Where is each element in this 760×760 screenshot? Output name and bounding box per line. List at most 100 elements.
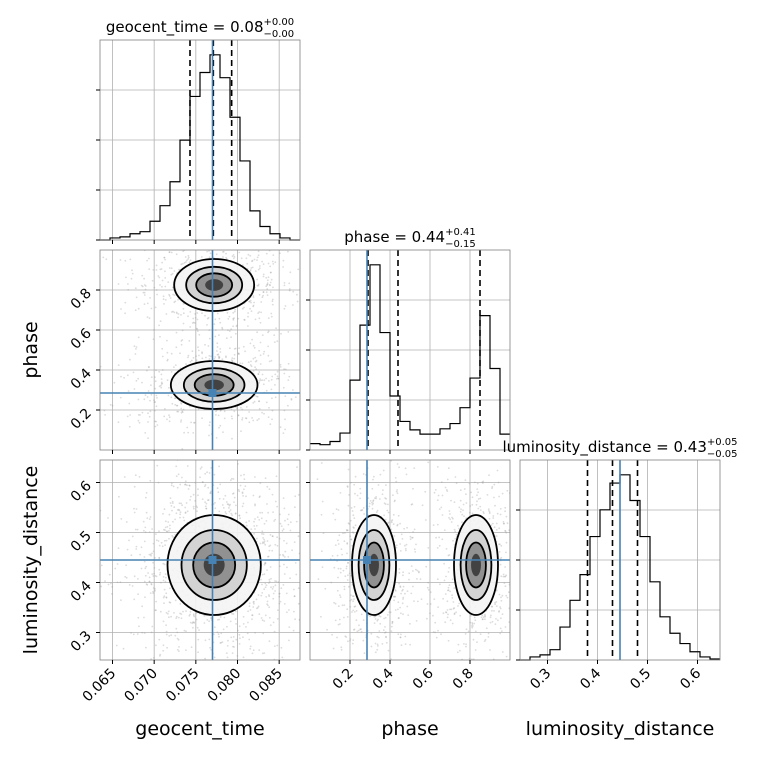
scatter-point [501, 594, 504, 597]
scatter-point [258, 613, 261, 615]
scatter-point [260, 617, 263, 619]
scatter-point [181, 504, 184, 507]
scatter-point [203, 622, 206, 624]
scatter-point [482, 618, 484, 621]
scatter-point [253, 602, 255, 605]
scatter-point [293, 610, 295, 613]
scatter-point [332, 647, 335, 650]
scatter-point [170, 352, 173, 355]
scatter-point [111, 531, 114, 534]
scatter-point [164, 580, 167, 583]
scatter-point [504, 626, 507, 628]
scatter-point [284, 305, 287, 307]
scatter-point [276, 370, 279, 373]
scatter-point [402, 571, 404, 574]
scatter-point [233, 496, 236, 499]
scatter-point [162, 576, 165, 578]
scatter-point [242, 623, 245, 625]
scatter-point [168, 414, 170, 417]
scatter-point [198, 354, 200, 357]
scatter-point [390, 625, 393, 628]
scatter-point [124, 312, 126, 315]
scatter-point [253, 301, 256, 304]
scatter-point [140, 546, 143, 549]
scatter-point [155, 405, 158, 408]
scatter-point [383, 617, 385, 620]
scatter-point [487, 508, 490, 510]
scatter-point [360, 628, 362, 631]
x-tick-label: 0.6 [410, 665, 437, 692]
scatter-point [179, 612, 182, 615]
scatter-point [241, 362, 244, 365]
scatter-point [208, 620, 211, 623]
scatter-point [154, 425, 157, 428]
scatter-point [134, 353, 137, 355]
scatter-point [469, 505, 472, 507]
scatter-point [511, 514, 513, 516]
scatter-point [267, 276, 270, 279]
scatter-point [163, 303, 165, 305]
scatter-point [288, 626, 291, 628]
scatter-point [144, 432, 147, 434]
scatter-point [453, 607, 456, 609]
scatter-point [160, 381, 163, 384]
scatter-point [245, 417, 247, 419]
scatter-point [503, 582, 506, 584]
scatter-point [352, 609, 355, 612]
scatter-point [282, 266, 284, 268]
scatter-point [504, 530, 507, 533]
scatter-point [164, 544, 167, 546]
truth-marker [363, 556, 371, 564]
scatter-point [232, 254, 235, 256]
scatter-point [284, 556, 286, 558]
scatter-point [432, 631, 435, 633]
scatter-point [376, 643, 379, 646]
scatter-point [231, 417, 234, 420]
scatter-point [282, 259, 285, 262]
scatter-point [479, 497, 482, 500]
scatter-point [266, 603, 268, 605]
contour-line [465, 541, 487, 589]
scatter-point [446, 616, 449, 619]
scatter-point [476, 641, 478, 643]
scatter-point [237, 414, 240, 416]
scatter-point [154, 380, 157, 383]
scatter-point [402, 598, 404, 600]
scatter-point [248, 411, 251, 413]
scatter-point [259, 363, 262, 365]
scatter-point [293, 541, 296, 543]
scatter-point [230, 336, 233, 338]
scatter-point [482, 512, 485, 515]
y-axis-label-luminosity_distance: luminosity_distance [20, 466, 42, 655]
scatter-point [268, 606, 271, 609]
scatter-point [500, 617, 502, 620]
scatter-point [297, 535, 300, 538]
scatter-point [495, 601, 498, 603]
scatter-point [283, 368, 285, 370]
scatter-point [283, 507, 286, 510]
scatter-point [269, 453, 271, 455]
x-tick-label: 0.4 [370, 665, 397, 692]
scatter-point [266, 284, 269, 286]
scatter-point [122, 647, 125, 650]
scatter-point [131, 272, 134, 275]
scatter-point [171, 535, 174, 537]
scatter-point [379, 498, 381, 500]
y-tick-label: 0.6 [68, 478, 95, 505]
scatter-point [219, 616, 222, 618]
scatter-point [224, 511, 227, 513]
scatter-point [307, 575, 309, 577]
scatter-point [262, 294, 264, 297]
scatter-point [111, 593, 113, 595]
scatter-point [396, 524, 399, 527]
scatter-point [501, 651, 504, 653]
scatter-point [242, 656, 245, 659]
scatter-point [162, 620, 165, 623]
scatter-point [257, 250, 260, 253]
scatter-point [316, 540, 318, 542]
scatter-point [511, 599, 513, 601]
scatter-point [190, 359, 193, 362]
scatter-point [339, 623, 341, 625]
scatter-point [175, 664, 177, 666]
scatter-point [266, 503, 268, 505]
